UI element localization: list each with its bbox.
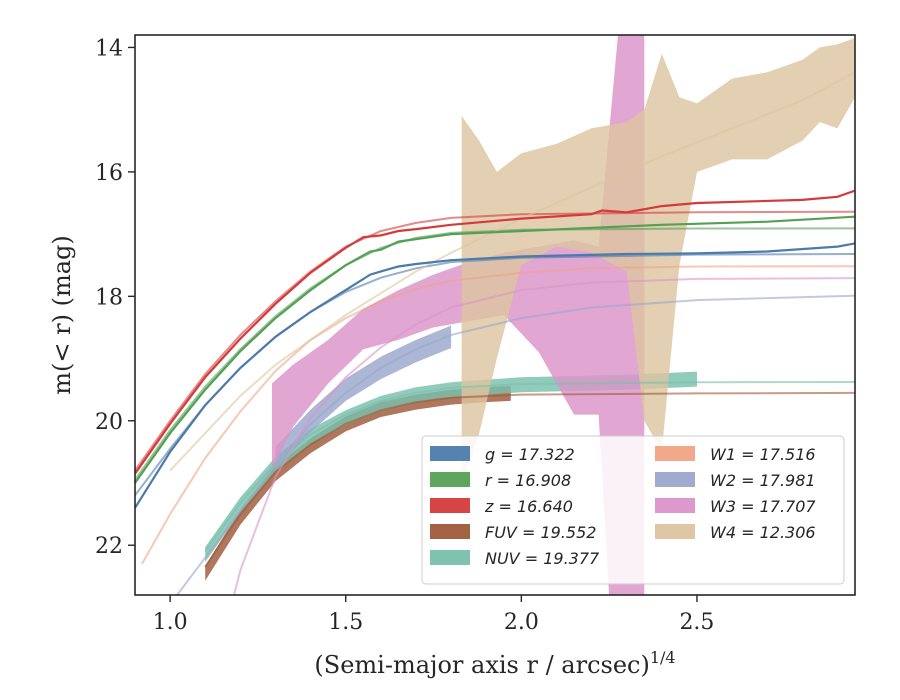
- model-curve-w1: [141, 265, 855, 565]
- plot-frame: [134, 34, 856, 596]
- x-axis-ticks: 1.0 1.5 2.0 2.5: [153, 595, 714, 635]
- y-tick-label: 16: [95, 161, 123, 186]
- legend-label-g: g = 17.322: [485, 445, 575, 464]
- y-tick-label: 18: [95, 285, 123, 310]
- legend-swatch-g: [430, 446, 470, 461]
- legend-swatch-z: [430, 498, 470, 513]
- legend-swatch-r: [430, 472, 470, 487]
- y-axis-ticks: 14 16 18 20 22: [95, 36, 135, 559]
- x-tick-label: 1.5: [328, 610, 363, 635]
- y-tick-label: 22: [95, 534, 123, 559]
- model-curve-w4: [169, 71, 855, 472]
- band-w3: [272, 35, 645, 595]
- legend-label-w1: W1 = 17.516: [710, 445, 816, 464]
- legend-swatch-w1: [655, 446, 695, 461]
- legend-label-r: r = 16.908: [485, 471, 571, 490]
- band-w2: [275, 325, 452, 470]
- data-line-r: [135, 215, 855, 484]
- legend-label-w3: W3 = 17.707: [710, 497, 816, 516]
- legend-label-w4: W4 = 12.306: [710, 523, 816, 542]
- y-tick-label: 20: [95, 410, 123, 435]
- x-axis-label-superscript: 1/4: [650, 648, 676, 667]
- data-line-g: [135, 242, 855, 509]
- x-tick-label: 2.5: [679, 610, 714, 635]
- legend-swatch-fuv: [430, 524, 470, 539]
- legend-swatch-nuv: [430, 550, 470, 565]
- model-curve-fuv: [204, 391, 855, 568]
- data-line-layer: [135, 189, 855, 509]
- y-axis-label: m(< r) (mag): [48, 235, 76, 394]
- legend-swatch-w4: [655, 524, 695, 539]
- legend-swatch-w2: [655, 472, 695, 487]
- model-layer: [135, 71, 855, 595]
- legend-box: [421, 435, 845, 585]
- x-tick-label: 2.0: [504, 610, 539, 635]
- model-curve-w2: [175, 294, 855, 595]
- x-axis-label: (Semi-major axis r / arcsec)1/4: [314, 648, 675, 679]
- model-curve-nuv: [204, 381, 855, 552]
- y-tick-label: 14: [95, 36, 123, 61]
- legend-swatch-w3: [655, 498, 695, 513]
- data-line-z: [135, 189, 855, 475]
- band-w4: [461, 38, 855, 483]
- legend-label-nuv: NUV = 19.377: [485, 549, 600, 568]
- legend-label-z: z = 16.640: [484, 497, 573, 516]
- legend-label-w2: W2 = 17.981: [710, 471, 816, 490]
- x-tick-label: 1.0: [153, 610, 188, 635]
- legend: g = 17.322 r = 16.908 z = 16.640 FUV = 19.5…: [421, 435, 845, 585]
- model-curve-w3: [232, 277, 855, 595]
- legend-label-fuv: FUV = 19.552: [485, 523, 596, 542]
